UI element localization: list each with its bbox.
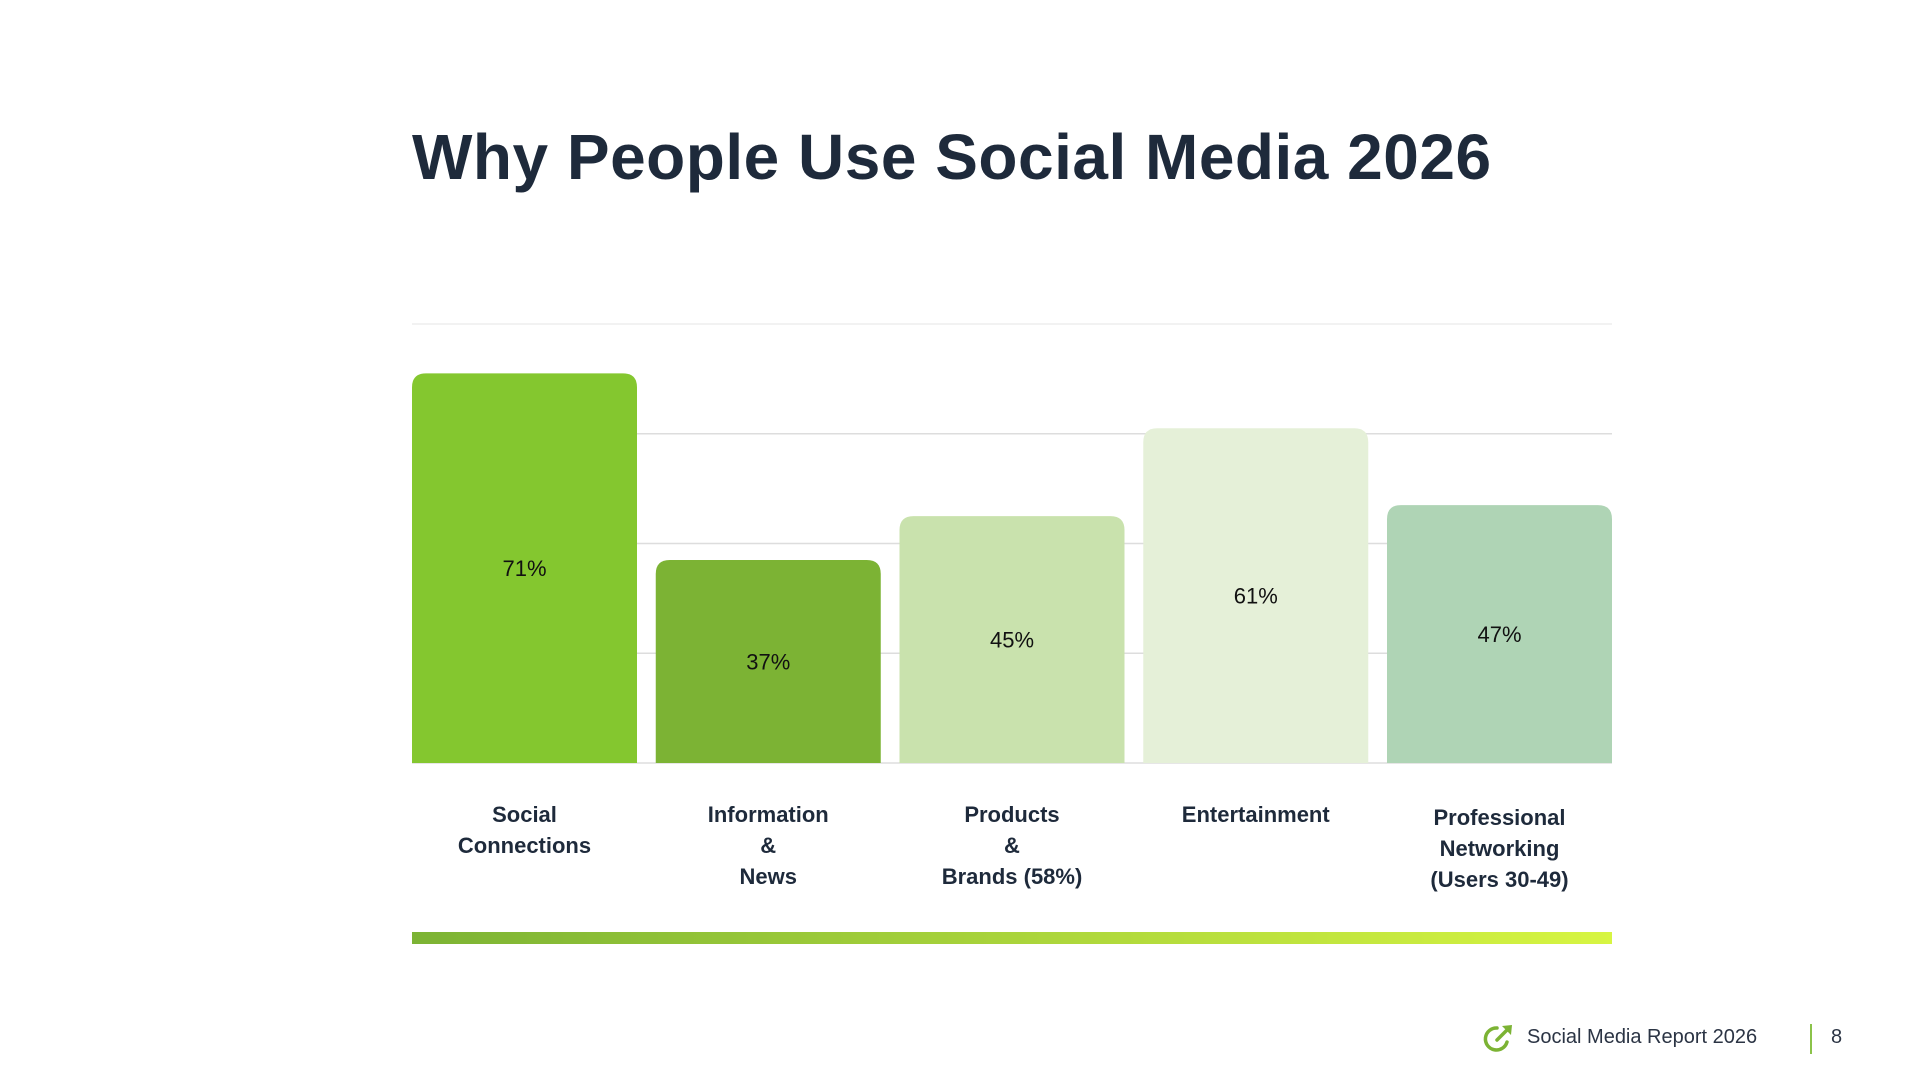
gradient-divider (412, 932, 1612, 944)
growth-arrow-icon (1483, 1025, 1512, 1052)
bar (1143, 428, 1369, 763)
data-label: 61% (1234, 584, 1278, 609)
category-label: Professional Networking (Users 30-49) (1430, 805, 1569, 892)
category-label: Social Connections (457, 802, 592, 858)
category-label: Information & News (707, 802, 829, 889)
data-label: 47% (1477, 622, 1521, 647)
category-label: Products & Brands (58%) (941, 802, 1083, 889)
bar (1387, 505, 1612, 763)
bar (899, 516, 1125, 763)
page-number: 8 (1831, 1026, 1843, 1048)
chart-title: Why People Use Social Media 2026 (412, 121, 1492, 193)
bar (412, 373, 637, 763)
bar (655, 559, 881, 763)
data-label: 45% (990, 628, 1034, 653)
footer-divider (1810, 1024, 1812, 1054)
footer-report-name: Social Media Report 2026 (1527, 1026, 1758, 1048)
category-label: Entertainment (1181, 802, 1330, 827)
data-label: 37% (746, 649, 790, 674)
data-label: 71% (502, 556, 546, 581)
bar-chart: 71% 37% 45% 61% 47% (412, 323, 1612, 764)
